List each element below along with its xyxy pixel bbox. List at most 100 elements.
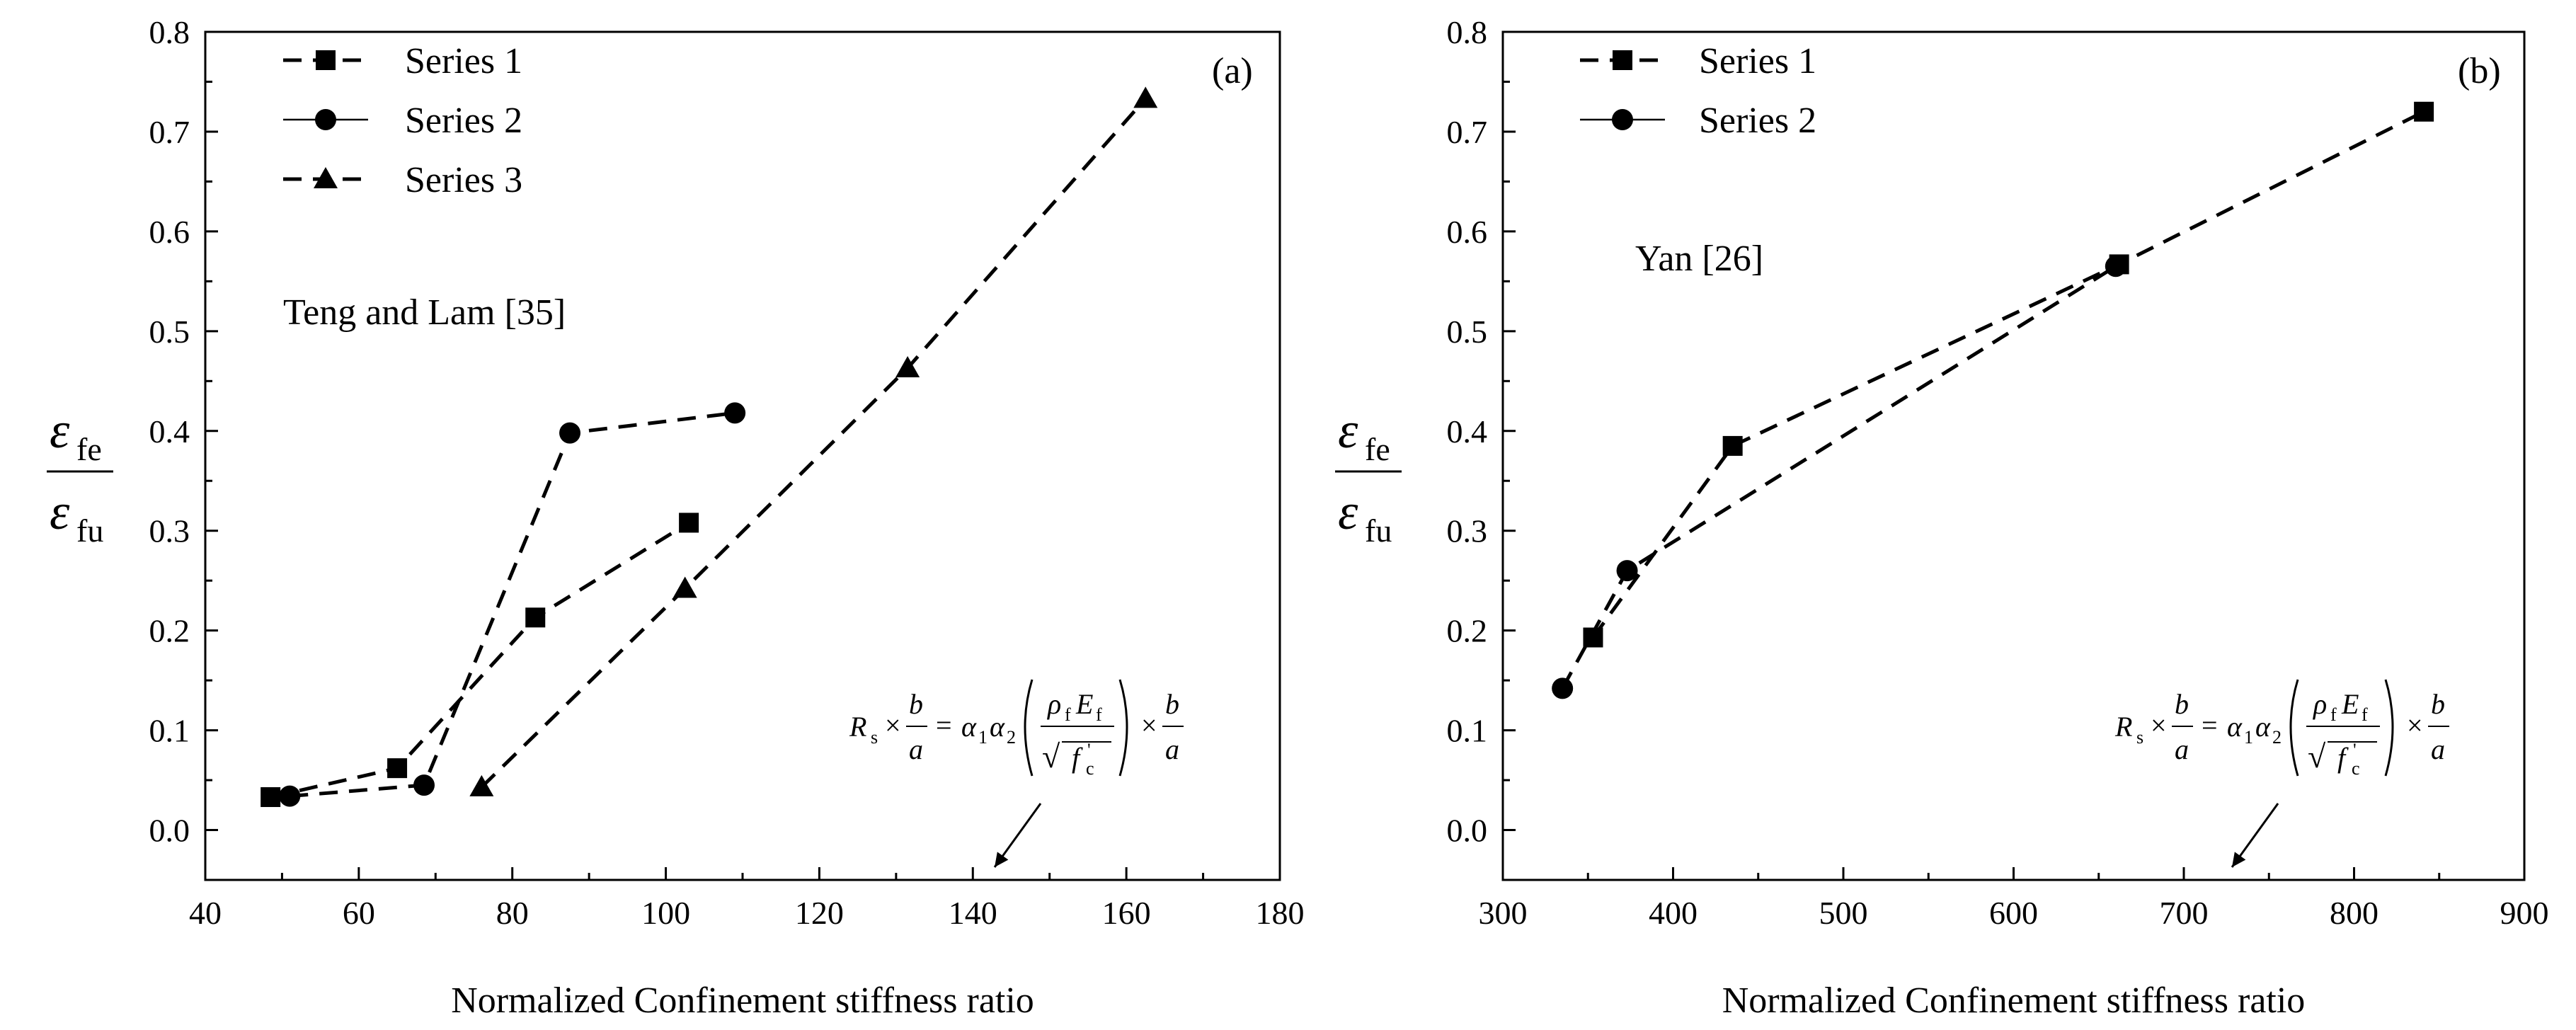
eq-right-paren (2384, 679, 2394, 777)
arrow-head (995, 852, 1009, 867)
eq-operator: × (2407, 709, 2423, 741)
y-label-denominator-sub: fu (76, 513, 103, 549)
y-tick-label: 0.5 (1447, 314, 1488, 350)
reference-annotation: Teng and Lam [35] (283, 292, 566, 333)
eq-operator: = (936, 709, 952, 741)
eq-subscript: 2 (2272, 727, 2282, 748)
x-tick-label: 40 (189, 895, 222, 931)
series-line (270, 521, 690, 799)
legend-marker (316, 50, 336, 70)
y-label-denominator-sub: fu (1365, 513, 1392, 549)
legend-label: Series 2 (1699, 101, 1816, 141)
reference-annotation: Yan [26] (1635, 239, 1763, 279)
data-point (261, 787, 281, 808)
y-tick-label: 0.6 (149, 214, 190, 250)
legend: Series 1 Series 2 (1580, 41, 1816, 141)
eq-symbol: α (2255, 711, 2271, 743)
y-tick-label: 0.1 (1447, 713, 1488, 749)
eq-left-paren (1024, 679, 1034, 777)
data-point (387, 758, 408, 779)
eq-operator: × (2151, 709, 2167, 741)
eq-subscript: c (2352, 758, 2360, 779)
y-tick-label: 0.4 (149, 413, 190, 450)
eq-sqrt: √ (1042, 738, 1060, 774)
eq-subscript: s (2136, 727, 2143, 748)
eq-left-paren (2289, 679, 2299, 777)
legend-label: Series 1 (405, 41, 522, 81)
eq-symbol: α (990, 711, 1005, 743)
x-tick-label: 900 (2500, 895, 2549, 931)
x-tick-label: 140 (949, 895, 997, 931)
series-2 (279, 402, 746, 807)
y-tick-label: 0.8 (1447, 14, 1488, 50)
eq-right-paren (1118, 679, 1128, 777)
y-label-numerator: ε (50, 402, 70, 459)
x-tick-label: 500 (1819, 895, 1868, 931)
legend-label: Series 1 (1699, 41, 1816, 81)
eq-subscript: s (871, 727, 878, 748)
x-axis-title: Normalized Confinement stiffness ratio (451, 980, 1034, 1021)
eq-operator: × (1141, 709, 1157, 741)
y-label-numerator-sub: fe (76, 431, 102, 467)
x-tick-label: 300 (1479, 895, 1528, 931)
eq-subscript: f (1096, 704, 1102, 725)
eq-subscript: 1 (2244, 727, 2253, 748)
y-tick-label: 0.7 (1447, 114, 1488, 150)
series-line (480, 97, 1147, 789)
y-label-numerator-sub: fe (1365, 431, 1390, 467)
eq-symbol: α (2227, 711, 2243, 743)
y-axis-label: ε feε fu (1335, 402, 1402, 549)
y-label-denominator: ε (50, 483, 70, 540)
y-label-numerator: ε (1338, 402, 1358, 459)
eq-subscript: f (2330, 704, 2337, 725)
data-point (724, 402, 746, 424)
data-point (279, 785, 301, 807)
data-point (1722, 435, 1743, 456)
y-tick-label: 0.2 (149, 613, 190, 649)
eq-subscript: 1 (978, 727, 988, 748)
x-tick-label: 120 (795, 895, 844, 931)
data-point (469, 774, 494, 796)
eq-symbol: E (2341, 688, 2359, 720)
data-point (525, 607, 546, 628)
data-point (413, 774, 435, 796)
x-tick-label: 80 (496, 895, 529, 931)
eq-symbol: R (849, 711, 866, 743)
eq-symbol: a (2175, 733, 2189, 765)
y-tick-label: 0.5 (149, 314, 190, 350)
legend-marker (315, 109, 336, 130)
y-label-denominator: ε (1338, 483, 1358, 540)
y-tick-label: 0.8 (149, 14, 190, 50)
data-point (1616, 560, 1638, 582)
eq-symbol: b (1165, 688, 1179, 720)
x-tick-label: 160 (1102, 895, 1151, 931)
legend: Series 1 Series 2 Series 3 (283, 41, 522, 200)
eq-symbol: b (2431, 688, 2445, 720)
y-axis-label: ε feε fu (47, 402, 113, 549)
data-point (559, 422, 581, 444)
y-tick-label: 0.2 (1447, 613, 1488, 649)
legend-marker (314, 167, 338, 188)
x-tick-label: 600 (1989, 895, 2038, 931)
data-point (895, 355, 920, 377)
series-2 (1552, 256, 2126, 699)
eq-symbol: α (961, 711, 977, 743)
eq-symbol: ρ (2312, 688, 2327, 720)
eq-symbol: f (2337, 742, 2349, 774)
eq-subscript: 2 (1007, 727, 1016, 748)
x-tick-label: 700 (2160, 895, 2209, 931)
x-tick-label: 400 (1649, 895, 1698, 931)
data-point (2414, 101, 2434, 122)
data-point (672, 576, 697, 598)
data-point (2105, 256, 2126, 277)
eq-symbol: f (1072, 742, 1083, 774)
y-tick-label: 0.0 (1447, 813, 1488, 849)
x-axis-title: Normalized Confinement stiffness ratio (1722, 980, 2306, 1021)
eq-symbol: R (2114, 711, 2132, 743)
panel-label: (a) (1212, 51, 1253, 91)
data-point (1133, 86, 1158, 108)
eq-subscript: f (1065, 704, 1071, 725)
eq-prime: ' (1087, 740, 1091, 760)
